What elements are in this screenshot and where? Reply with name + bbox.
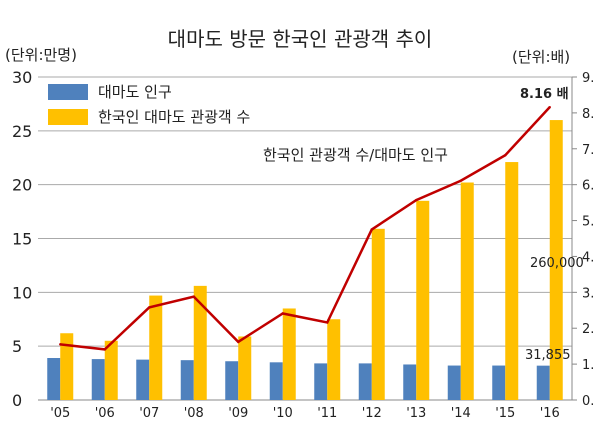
bars (47, 120, 563, 401)
right-tick-label: 1. (582, 358, 594, 373)
right-tick-label: 4. (582, 250, 594, 265)
ratio-point (415, 198, 418, 202)
ratio-point (237, 340, 240, 344)
ratio-point (148, 306, 151, 309)
left-axis: 0 5 10 15 20 25 30 (12, 68, 32, 410)
right-tick-label: 6. (582, 179, 594, 194)
x-tick-label: '14 (451, 406, 471, 421)
bar-population (536, 365, 550, 400)
right-axis: 0. 1. 2. 3. 4. 5. 6. 7. 8. 9. (571, 71, 594, 409)
right-unit-label: (단위:배) (512, 48, 570, 66)
ratio-point (281, 312, 284, 315)
bar-population (492, 365, 506, 400)
left-tick-label: 30 (12, 68, 32, 87)
bar-visitors (60, 333, 74, 400)
last-visitors-label: 260,000 (530, 256, 584, 271)
x-tick-label: '12 (362, 406, 382, 421)
legend-swatch-visitors (48, 109, 88, 125)
x-axis: '05 '06 '07 '08 '09 '10 '11 '12 '13 '14 '15 '16 (50, 406, 560, 421)
x-tick-label: '10 (273, 406, 293, 421)
ratio-point (326, 321, 329, 324)
line-annotation: 한국인 관광객 수/대마도 인구 (263, 146, 448, 164)
bar-visitors (416, 200, 430, 400)
x-tick-label: '07 (139, 406, 159, 421)
bar-population (47, 358, 61, 400)
ratio-point (59, 343, 62, 346)
right-tick-label: 0. (582, 394, 594, 409)
left-tick-label: 20 (12, 176, 32, 195)
x-tick-label: '11 (317, 406, 337, 421)
ratio-point (504, 154, 507, 157)
x-tick-label: '09 (228, 406, 248, 421)
x-tick-label: '13 (406, 406, 426, 421)
bar-population (314, 363, 328, 400)
x-tick-label: '08 (184, 406, 204, 421)
right-tick-label: 7. (582, 143, 594, 158)
bar-population (136, 359, 150, 400)
left-unit-label: (단위:만명) (5, 46, 77, 64)
legend-label-population: 대마도 인구 (98, 83, 172, 101)
right-tick-label: 3. (582, 286, 594, 301)
last-ratio-label: 8.16 배 (520, 86, 569, 102)
bar-visitors (238, 336, 252, 400)
x-tick-label: '15 (495, 406, 515, 421)
x-tick-label: '06 (95, 406, 115, 421)
ratio-point (370, 228, 373, 231)
legend-label-visitors: 한국인 대마도 관광객 수 (98, 108, 250, 126)
ratio-point (548, 105, 551, 109)
bar-visitors (104, 340, 118, 400)
bar-visitors (460, 182, 474, 400)
bar-visitors (193, 285, 207, 400)
right-tick-label: 2. (582, 322, 594, 337)
ratio-line-path (60, 106, 551, 351)
chart-title: 대마도 방문 한국인 관광객 추이 (168, 27, 433, 51)
bar-visitors (282, 308, 296, 400)
x-tick-label: '16 (540, 406, 560, 421)
bar-visitors (371, 228, 385, 400)
bar-population (91, 359, 105, 400)
bar-visitors (327, 319, 341, 400)
ratio-point (103, 348, 106, 351)
bar-population (447, 365, 461, 400)
x-tick-label: '05 (50, 406, 70, 421)
left-tick-label: 15 (12, 230, 32, 249)
legend-swatch-population (48, 84, 88, 100)
bar-visitors (505, 162, 519, 400)
left-tick-label: 0 (12, 391, 22, 410)
bar-population (225, 361, 239, 400)
last-population-label: 31,855 (525, 348, 571, 363)
bar-population (403, 364, 417, 400)
bar-population (358, 363, 372, 400)
bar-population (180, 360, 194, 400)
ratio-point (459, 179, 462, 182)
left-tick-label: 10 (12, 283, 32, 302)
bar-visitors (149, 295, 163, 400)
bar-population (269, 362, 283, 400)
legend: 대마도 인구 한국인 대마도 관광객 수 (48, 83, 250, 126)
left-tick-label: 25 (12, 122, 32, 141)
left-tick-label: 5 (12, 337, 22, 356)
right-tick-label: 9. (582, 71, 594, 86)
right-tick-label: 8. (582, 107, 594, 122)
ratio-line (59, 105, 551, 351)
bar-visitors (549, 120, 563, 401)
right-tick-label: 5. (582, 215, 594, 230)
gridlines (38, 76, 572, 401)
ratio-point (192, 295, 195, 298)
